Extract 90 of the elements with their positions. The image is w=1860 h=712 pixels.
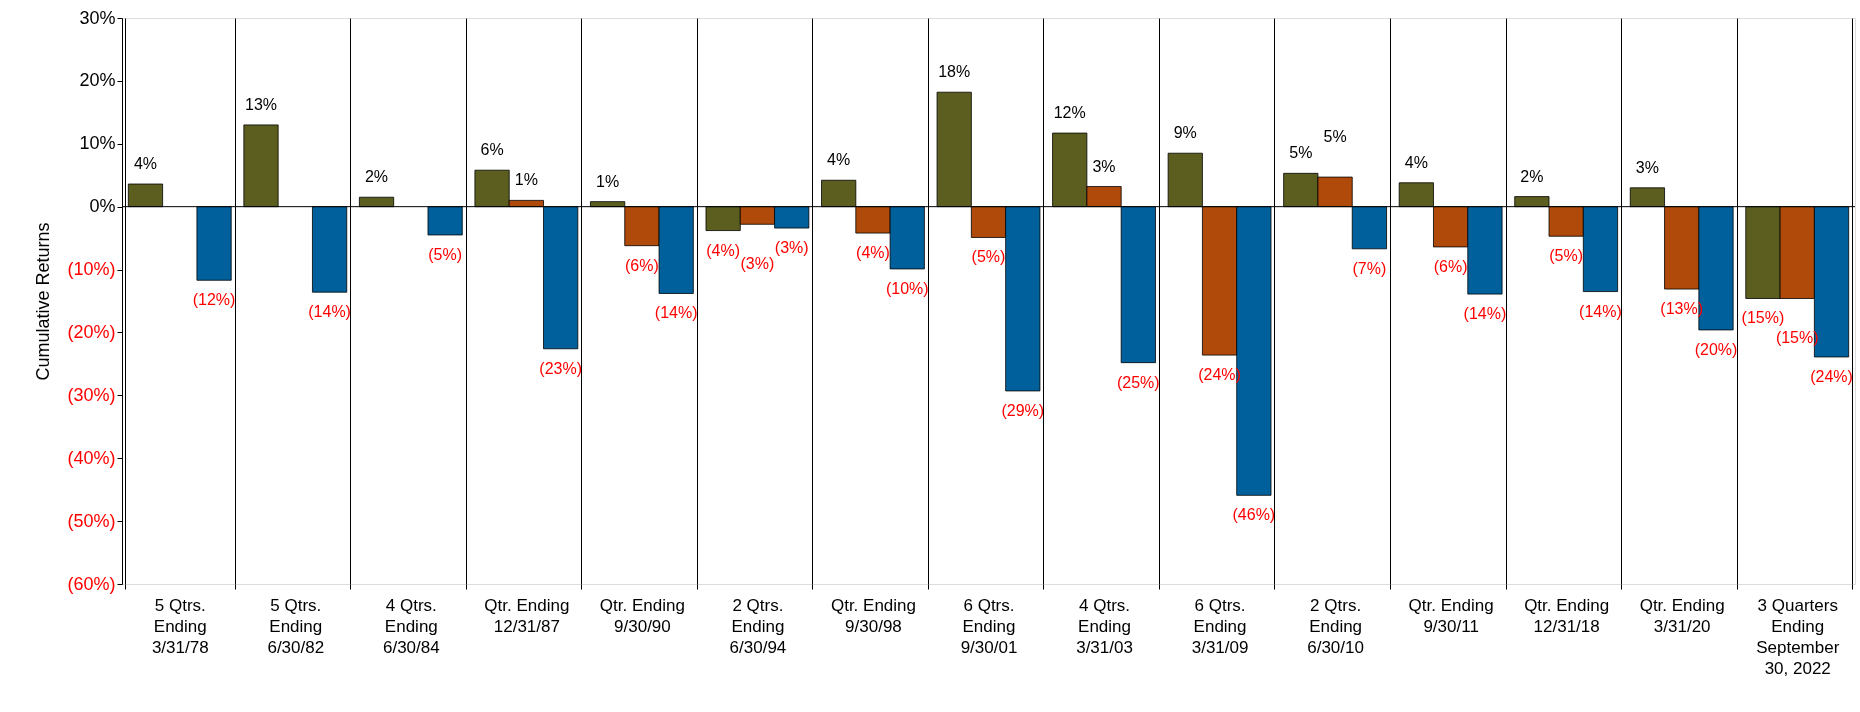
data-label: 1% bbox=[514, 171, 538, 189]
data-label: 9% bbox=[1173, 124, 1197, 142]
category-label: 3 Quarters bbox=[1757, 595, 1838, 615]
category-label: 6/30/10 bbox=[1307, 637, 1364, 657]
data-label: (20%) bbox=[1694, 340, 1738, 358]
data-label: 4% bbox=[133, 155, 158, 173]
data-label: 1% bbox=[596, 172, 620, 190]
category-label: September bbox=[1756, 637, 1840, 657]
data-label: (7%) bbox=[1352, 259, 1387, 277]
category-label: Ending bbox=[962, 616, 1016, 636]
category-label: 30, 2022 bbox=[1764, 658, 1831, 678]
category-label: 4 Qtrs. bbox=[385, 595, 437, 615]
data-label: 4% bbox=[1404, 153, 1428, 171]
data-label: (46%) bbox=[1232, 506, 1276, 524]
category-label: 5 Qtrs. bbox=[154, 595, 206, 615]
y-tick-label: (60%) bbox=[67, 573, 116, 594]
y-tick-label: (20%) bbox=[67, 321, 116, 342]
category-label: 6/30/94 bbox=[729, 637, 787, 657]
category-label: 5 Qtrs. bbox=[270, 595, 322, 615]
category-label: Qtr. Ending bbox=[1639, 595, 1725, 615]
data-label: (14%) bbox=[1463, 305, 1507, 323]
category-label: 6 Qtrs. bbox=[1194, 595, 1246, 615]
data-label: (3%) bbox=[774, 239, 809, 257]
data-label: (29%) bbox=[1001, 401, 1045, 419]
data-label: (23%) bbox=[539, 359, 583, 377]
data-label: (24%) bbox=[1810, 367, 1853, 385]
category-label: 6/30/82 bbox=[267, 637, 325, 657]
category-label: 4 Qtrs. bbox=[1079, 595, 1131, 615]
data-label: 2% bbox=[364, 168, 389, 186]
data-label: (14%) bbox=[308, 303, 351, 321]
category-label: 12/31/87 bbox=[493, 616, 560, 636]
category-label: Ending bbox=[1771, 616, 1825, 636]
data-label: 5% bbox=[1289, 144, 1313, 162]
category-label: Qtr. Ending bbox=[1408, 595, 1494, 615]
y-tick-label: 20% bbox=[79, 70, 116, 91]
category-label: Ending bbox=[269, 616, 323, 636]
category-label: 2 Qtrs. bbox=[732, 595, 784, 615]
data-label: (12%) bbox=[192, 291, 236, 309]
category-label: 6 Qtrs. bbox=[963, 595, 1015, 615]
y-tick-label: (50%) bbox=[67, 510, 116, 531]
data-label: 2% bbox=[1520, 167, 1544, 185]
data-label: (6%) bbox=[1433, 257, 1468, 275]
data-label: (4%) bbox=[856, 244, 890, 262]
data-label: (3%) bbox=[740, 255, 775, 273]
category-label: Ending bbox=[731, 616, 785, 636]
category-label: 9/30/01 bbox=[960, 637, 1018, 657]
data-label: 5% bbox=[1323, 128, 1347, 146]
data-label: (6%) bbox=[625, 256, 659, 274]
category-label: Ending bbox=[1078, 616, 1131, 636]
data-label: (10%) bbox=[885, 279, 929, 297]
y-axis-title: Cumulative Returns bbox=[33, 222, 54, 381]
data-label: 3% bbox=[1635, 158, 1659, 176]
category-label: 6/30/84 bbox=[382, 637, 440, 657]
data-label: 4% bbox=[827, 151, 851, 169]
category-label: Ending bbox=[384, 616, 438, 636]
data-label: 13% bbox=[244, 95, 278, 113]
category-label: 9/30/11 bbox=[1423, 616, 1479, 636]
category-label: 3/31/09 bbox=[1191, 637, 1249, 657]
data-label: (14%) bbox=[1579, 302, 1622, 320]
category-label: 3/31/78 bbox=[151, 637, 209, 657]
y-tick-label: (40%) bbox=[67, 447, 116, 468]
category-label: 3/31/20 bbox=[1653, 616, 1711, 636]
y-tick-label: 10% bbox=[79, 133, 116, 154]
data-label: (4%) bbox=[706, 241, 741, 259]
y-tick-label: (10%) bbox=[67, 259, 116, 280]
category-label: 3/31/03 bbox=[1076, 637, 1133, 657]
category-label: Qtr. Ending bbox=[599, 595, 685, 615]
category-label: Ending bbox=[153, 616, 207, 636]
category-label: 12/31/18 bbox=[1533, 616, 1600, 636]
category-label: Ending bbox=[1309, 616, 1363, 636]
category-label: Ending bbox=[1193, 616, 1247, 636]
y-tick-label: 0% bbox=[89, 196, 116, 217]
y-tick-label: (30%) bbox=[67, 384, 116, 405]
data-label: (5%) bbox=[428, 245, 463, 263]
data-label: (14%) bbox=[654, 304, 698, 322]
data-label: (5%) bbox=[971, 248, 1006, 266]
data-label: (25%) bbox=[1116, 373, 1160, 391]
category-label: 9/30/98 bbox=[845, 616, 902, 636]
data-label: 3% bbox=[1092, 157, 1116, 175]
category-label: Qtr. Ending bbox=[1524, 595, 1610, 615]
data-label: 12% bbox=[1053, 104, 1086, 122]
data-label: 6% bbox=[480, 141, 504, 159]
data-label: (5%) bbox=[1549, 247, 1584, 265]
category-label: Qtr. Ending bbox=[484, 595, 570, 615]
category-label: Qtr. Ending bbox=[830, 595, 916, 615]
data-label: 18% bbox=[938, 63, 971, 81]
category-label: 2 Qtrs. bbox=[1310, 595, 1362, 615]
y-tick-label: 30% bbox=[79, 7, 116, 28]
data-label: (15%) bbox=[1741, 309, 1785, 327]
category-label: 9/30/90 bbox=[614, 616, 671, 636]
